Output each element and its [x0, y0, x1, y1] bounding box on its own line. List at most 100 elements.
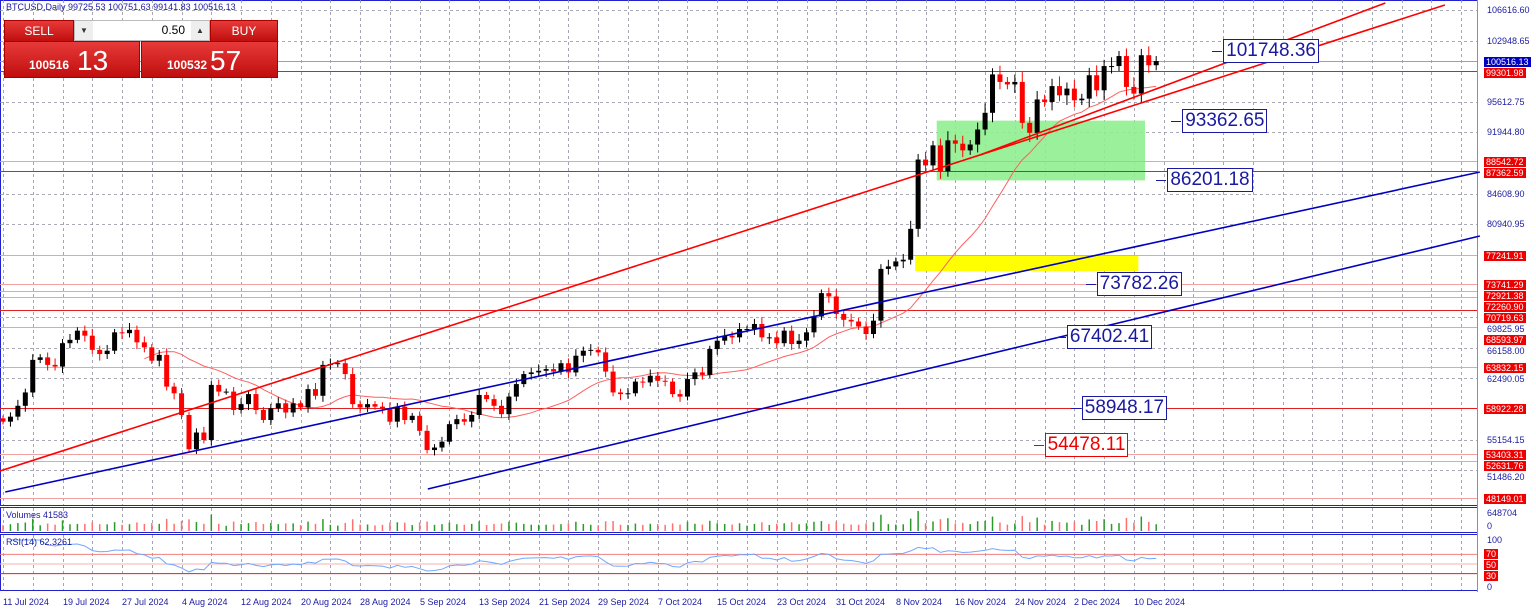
candle-body	[432, 447, 438, 451]
candle	[1064, 82, 1070, 105]
candle	[112, 328, 118, 355]
candle-body	[1056, 86, 1062, 96]
candle-body	[952, 140, 958, 144]
lot-size-input[interactable]	[95, 21, 189, 38]
date-axis-label: 13 Sep 2024	[479, 597, 531, 607]
level-price-tag: 72921.38	[1484, 290, 1526, 301]
candle-body	[796, 340, 802, 345]
candle	[15, 399, 21, 421]
price-text-label[interactable]: 58948.17	[1070, 395, 1168, 420]
price-text-label[interactable]: 101748.36	[1212, 38, 1319, 63]
candle	[208, 381, 214, 446]
candle-body	[469, 414, 475, 422]
candle	[476, 389, 482, 420]
lot-size-stepper[interactable]: ▼ ▲	[74, 20, 210, 41]
sell-button[interactable]: SELL	[4, 20, 74, 42]
date-axis-label: 7 Oct 2024	[658, 597, 703, 607]
candle-body	[893, 261, 899, 267]
price-text-label[interactable]: 67402.41	[1055, 325, 1153, 350]
rsi-axis-label: 50	[1484, 560, 1499, 570]
candle-body	[82, 330, 88, 336]
date-axis-label: 2 Dec 2024	[1074, 597, 1121, 607]
candle	[811, 310, 817, 338]
candle	[312, 382, 318, 400]
candle-body	[357, 404, 363, 408]
candle-body	[74, 330, 80, 340]
candle	[655, 371, 661, 387]
candle	[804, 328, 810, 348]
candle-body	[1042, 99, 1048, 102]
candle-body	[506, 396, 512, 415]
candle	[766, 333, 772, 345]
price-text-label[interactable]: 93362.65	[1171, 108, 1268, 133]
candle-body	[1116, 56, 1122, 67]
date-axis-label: 23 Oct 2024	[777, 597, 827, 607]
candle	[126, 322, 132, 338]
candle-body	[260, 409, 266, 420]
candle	[1004, 77, 1010, 90]
lot-increase-icon[interactable]: ▲	[191, 21, 209, 40]
candle	[119, 327, 125, 340]
candle-body	[528, 372, 534, 375]
candle	[513, 378, 519, 402]
one-click-trading-panel: SELL ▼ ▲ BUY 100516 13 100532 57	[4, 20, 278, 78]
candle	[908, 220, 914, 265]
candle-body	[186, 414, 192, 450]
candle-body	[45, 357, 51, 365]
yellow-zone-rectangle	[915, 255, 1139, 272]
candle	[699, 366, 705, 380]
candle-body	[967, 144, 973, 151]
candle-body	[915, 159, 921, 229]
candle-body	[312, 389, 318, 396]
buy-price-button[interactable]: 100532 57	[141, 41, 278, 78]
candle	[454, 414, 460, 430]
candle	[1109, 57, 1115, 74]
date-axis-label: 29 Sep 2024	[598, 597, 650, 607]
price-text-label[interactable]: 54478.11	[1033, 433, 1129, 458]
price-text-label[interactable]: 73782.26	[1085, 272, 1182, 297]
date-axis-label: 4 Aug 2024	[182, 597, 228, 607]
candle-body	[30, 359, 36, 393]
current-price-tag: 100516.13	[1484, 56, 1531, 67]
candle-body	[647, 375, 653, 383]
candle-body	[759, 323, 765, 338]
candle	[588, 344, 594, 356]
candle	[1123, 48, 1129, 96]
candle-body	[104, 350, 110, 355]
level-price-tag: 68593.97	[1484, 334, 1526, 345]
candle-body	[1071, 88, 1077, 101]
candle	[893, 257, 899, 271]
sell-price-prefix: 100516	[29, 58, 70, 72]
candle	[357, 400, 363, 414]
candle-body	[394, 406, 400, 422]
date-axis-label: 28 Aug 2024	[360, 597, 411, 607]
candle-body	[1004, 81, 1010, 85]
green-zone-rectangle	[936, 120, 1146, 181]
level-price-tag: 53403.31	[1484, 449, 1526, 460]
candle-body	[60, 343, 66, 367]
candle-body	[342, 363, 348, 375]
candle	[618, 388, 624, 401]
price-axis-label: 106616.60	[1487, 5, 1530, 15]
candle-body	[670, 381, 676, 395]
date-axis-label: 10 Dec 2024	[1134, 597, 1186, 607]
candle	[1019, 72, 1025, 129]
buy-button[interactable]: BUY	[210, 20, 278, 42]
candle-body	[923, 159, 929, 166]
candle	[1079, 93, 1085, 106]
price-text-label[interactable]: 86201.18	[1156, 168, 1253, 193]
sell-price-button[interactable]: 100516 13	[4, 41, 140, 78]
candle-body	[134, 329, 140, 343]
candle	[372, 401, 378, 410]
lot-decrease-icon[interactable]: ▼	[75, 21, 93, 40]
candle-body	[826, 293, 832, 297]
candle	[365, 398, 371, 412]
candle	[1146, 46, 1152, 73]
candle	[997, 65, 1003, 90]
candle	[469, 411, 475, 428]
candle-body	[722, 335, 728, 341]
level-price-tag: 87362.59	[1484, 167, 1526, 178]
candle	[551, 363, 557, 377]
candle	[1116, 50, 1122, 72]
